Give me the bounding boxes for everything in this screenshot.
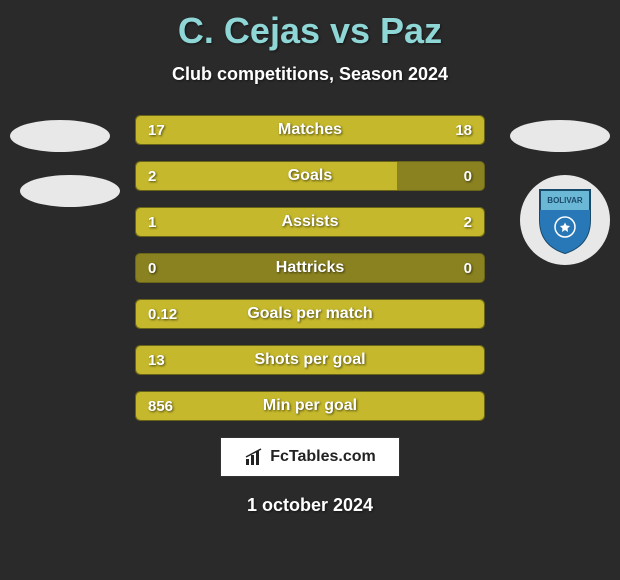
footer-date: 1 october 2024 (0, 495, 620, 516)
team-badge-right: BOLIVAR (520, 175, 610, 265)
stat-right-value: 18 (455, 122, 472, 139)
stat-right-value: 2 (464, 214, 472, 231)
stat-label: Shots per goal (254, 351, 365, 369)
stat-label: Matches (278, 121, 342, 139)
stat-row: 0.12 Goals per match (135, 299, 485, 329)
stat-label: Goals (288, 167, 332, 185)
stat-row: 13 Shots per goal (135, 345, 485, 375)
stat-row: 0 Hattricks 0 (135, 253, 485, 283)
footer-logo-text: FcTables.com (270, 448, 376, 466)
stat-label: Assists (282, 213, 339, 231)
stat-row: 856 Min per goal (135, 391, 485, 421)
stat-row: 2 Goals 0 (135, 161, 485, 191)
stat-right-value: 0 (464, 260, 472, 277)
stat-label: Hattricks (276, 259, 344, 277)
fctables-logo: FcTables.com (220, 437, 400, 477)
stats-container: 17 Matches 18 2 Goals 0 1 Assists 2 0 Hattricks 0 0.… (135, 115, 485, 421)
shield-text: BOLIVAR (547, 196, 583, 205)
stat-row: 17 Matches 18 (135, 115, 485, 145)
stat-right-value: 0 (464, 168, 472, 185)
stat-left-value: 1 (148, 214, 156, 231)
player-left-placeholder-1 (10, 120, 110, 152)
stat-label: Min per goal (263, 397, 357, 415)
comparison-subtitle: Club competitions, Season 2024 (0, 64, 620, 85)
stat-row: 1 Assists 2 (135, 207, 485, 237)
stat-fill-left (136, 162, 397, 190)
stat-left-value: 13 (148, 352, 165, 369)
player-right-placeholder-1 (510, 120, 610, 152)
stat-left-value: 0 (148, 260, 156, 277)
stat-label: Goals per match (247, 305, 372, 323)
stat-left-value: 2 (148, 168, 156, 185)
chart-icon (244, 447, 264, 467)
stat-left-value: 856 (148, 398, 173, 415)
stat-left-value: 17 (148, 122, 165, 139)
bolivar-shield-icon: BOLIVAR (535, 185, 595, 255)
comparison-title: C. Cejas vs Paz (0, 0, 620, 52)
stat-left-value: 0.12 (148, 306, 177, 323)
player-left-placeholder-2 (20, 175, 120, 207)
